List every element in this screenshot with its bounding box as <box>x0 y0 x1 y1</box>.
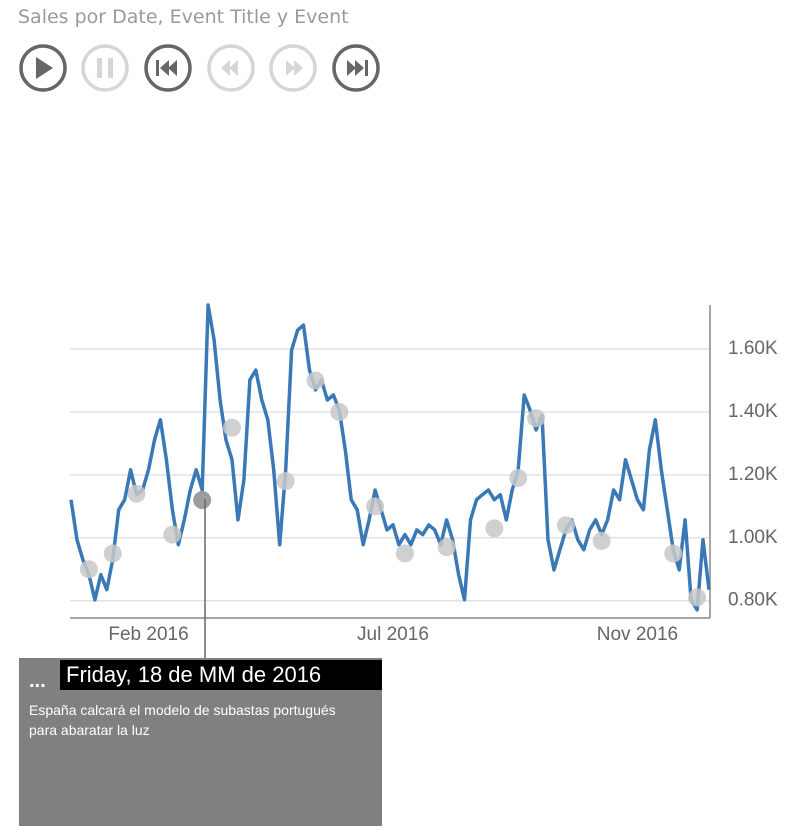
y-tick-label: 1.60K <box>728 338 778 359</box>
event-marker[interactable] <box>592 531 611 550</box>
event-marker[interactable] <box>664 544 683 563</box>
tooltip-more[interactable]: ... <box>29 670 46 692</box>
event-marker[interactable] <box>163 525 182 544</box>
tooltip-date: Friday, 18 de MM de 2016 <box>60 660 382 690</box>
event-marker[interactable] <box>330 402 349 421</box>
x-tick-label: Nov 2016 <box>597 624 678 645</box>
event-marker[interactable] <box>127 484 146 503</box>
play-button[interactable] <box>19 44 67 92</box>
event-marker[interactable] <box>366 497 385 516</box>
y-tick-label: 1.40K <box>728 401 778 422</box>
play-controls <box>19 44 380 92</box>
event-marker[interactable] <box>509 469 528 488</box>
event-marker[interactable] <box>103 544 122 563</box>
event-marker[interactable] <box>485 519 504 538</box>
x-tick-label: Feb 2016 <box>108 624 188 645</box>
event-marker[interactable] <box>527 409 546 428</box>
y-tick-label: 1.00K <box>728 527 778 548</box>
visual-title: Sales por Date, Event Title y Event <box>18 6 349 28</box>
previous-button[interactable] <box>207 44 255 92</box>
tooltip: ... Friday, 18 de MM de 2016 España calc… <box>19 658 382 826</box>
event-marker[interactable] <box>556 516 575 535</box>
event-marker[interactable] <box>79 560 98 579</box>
event-marker[interactable] <box>688 588 707 607</box>
sales-line <box>69 303 711 612</box>
next-button[interactable] <box>269 44 317 92</box>
event-marker[interactable] <box>395 544 414 563</box>
first-button[interactable] <box>144 44 192 92</box>
event-marker[interactable] <box>222 418 241 437</box>
x-tick-label: Jul 2016 <box>357 624 429 645</box>
event-marker[interactable] <box>306 371 325 390</box>
last-button[interactable] <box>332 44 380 92</box>
y-tick-label: 1.20K <box>728 464 778 485</box>
event-marker[interactable] <box>276 472 295 491</box>
tooltip-text: España calcará el modelo de subastas por… <box>29 702 336 738</box>
y-tick-label: 0.80K <box>728 590 778 611</box>
event-marker[interactable] <box>437 538 456 557</box>
selected-event-marker[interactable] <box>193 491 212 510</box>
pause-button[interactable] <box>81 44 129 92</box>
